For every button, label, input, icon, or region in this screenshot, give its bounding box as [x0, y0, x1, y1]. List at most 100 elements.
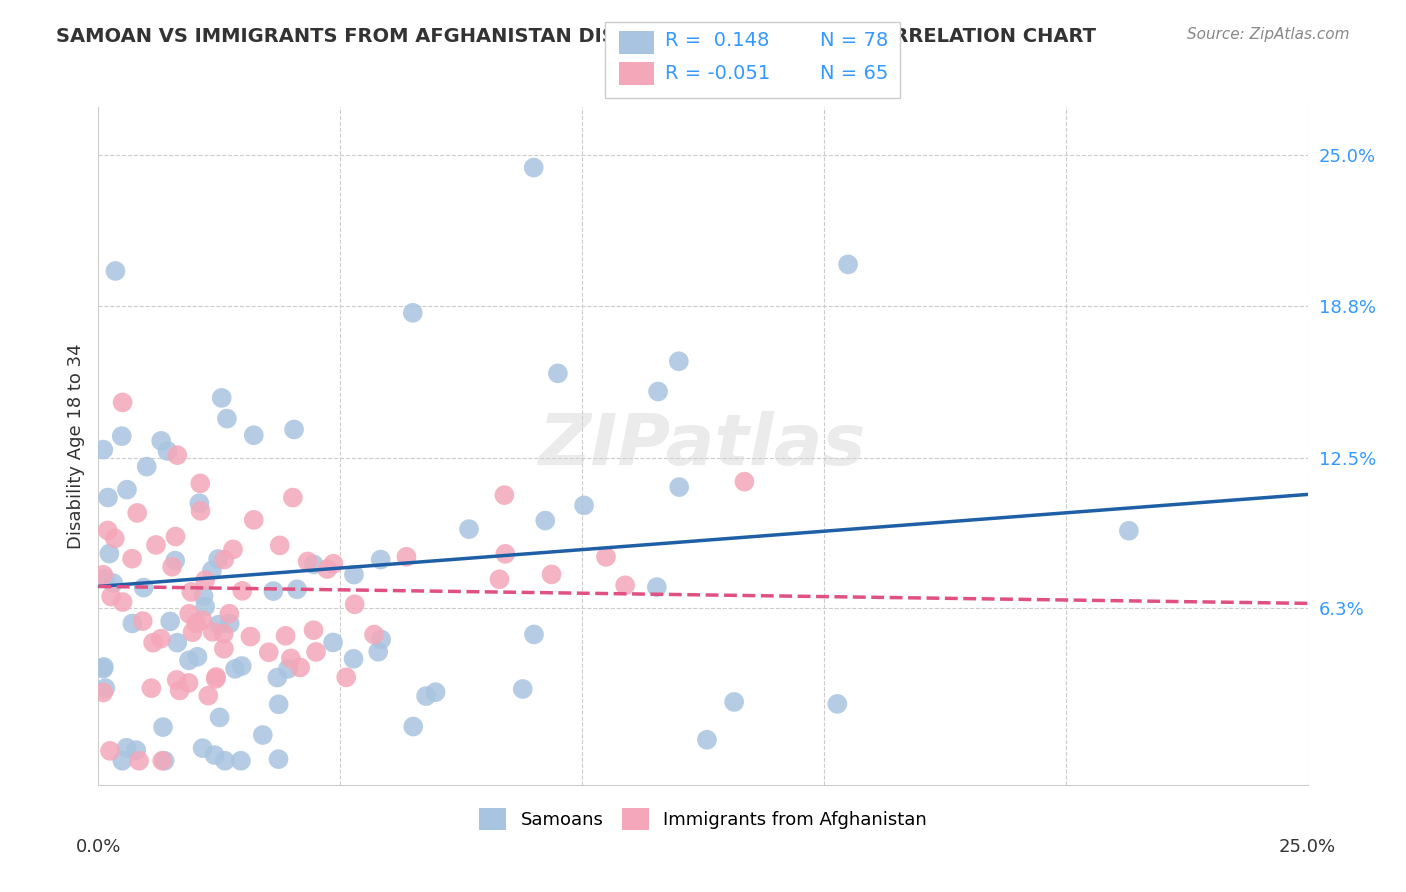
Y-axis label: Disability Age 18 to 34: Disability Age 18 to 34	[66, 343, 84, 549]
Samoans	[208, 710, 231, 724]
Immigrants from Afghanistan	[181, 625, 204, 640]
Immigrants from Afghanistan	[121, 551, 143, 566]
Samoans	[267, 698, 290, 712]
Immigrants from Afghanistan	[142, 635, 165, 649]
Immigrants from Afghanistan	[395, 549, 418, 564]
Text: N = 65: N = 65	[820, 63, 889, 83]
Samoans	[191, 741, 214, 756]
Immigrants from Afghanistan	[97, 524, 120, 538]
Samoans	[177, 653, 200, 667]
Text: N = 78: N = 78	[820, 30, 889, 50]
Immigrants from Afghanistan	[165, 529, 187, 543]
Legend: Samoans, Immigrants from Afghanistan: Samoans, Immigrants from Afghanistan	[472, 800, 934, 837]
Immigrants from Afghanistan	[132, 614, 155, 628]
Samoans	[402, 719, 425, 733]
Samoans	[165, 553, 187, 567]
Samoans	[204, 747, 226, 762]
Immigrants from Afghanistan	[242, 513, 264, 527]
Samoans	[207, 552, 229, 566]
Samoans	[402, 306, 425, 320]
Samoans	[111, 429, 134, 443]
Samoans	[201, 564, 224, 578]
Samoans	[135, 459, 157, 474]
Immigrants from Afghanistan	[302, 623, 325, 637]
Immigrants from Afghanistan	[160, 559, 183, 574]
Samoans	[115, 740, 138, 755]
Samoans	[150, 434, 173, 448]
Samoans	[523, 627, 546, 641]
Samoans	[104, 264, 127, 278]
Immigrants from Afghanistan	[269, 538, 291, 552]
Immigrants from Afghanistan	[363, 627, 385, 641]
Immigrants from Afghanistan	[98, 744, 121, 758]
Samoans	[723, 695, 745, 709]
Immigrants from Afghanistan	[288, 660, 311, 674]
Samoans	[91, 442, 114, 457]
Samoans	[302, 558, 325, 572]
Samoans	[367, 645, 389, 659]
Immigrants from Afghanistan	[218, 607, 240, 621]
Immigrants from Afghanistan	[141, 681, 163, 695]
Immigrants from Afghanistan	[614, 578, 637, 592]
Immigrants from Afghanistan	[222, 542, 245, 557]
Immigrants from Afghanistan	[540, 567, 562, 582]
Samoans	[121, 616, 143, 631]
Samoans	[267, 752, 290, 766]
Samoans	[229, 754, 252, 768]
Samoans	[94, 681, 117, 695]
Text: 25.0%: 25.0%	[1279, 838, 1336, 856]
Immigrants from Afghanistan	[145, 538, 167, 552]
Immigrants from Afghanistan	[100, 590, 122, 604]
Samoans	[285, 582, 308, 597]
Samoans	[322, 635, 344, 649]
Immigrants from Afghanistan	[177, 676, 200, 690]
Samoans	[103, 576, 125, 591]
Samoans	[152, 720, 174, 734]
Immigrants from Afghanistan	[322, 557, 344, 571]
Samoans	[647, 384, 669, 399]
Samoans	[132, 581, 155, 595]
Samoans	[94, 572, 117, 586]
Samoans	[262, 584, 284, 599]
Samoans	[668, 480, 690, 494]
Immigrants from Afghanistan	[281, 491, 304, 505]
Text: R = -0.051: R = -0.051	[665, 63, 770, 83]
Samoans	[97, 491, 120, 505]
Samoans	[186, 649, 208, 664]
Immigrants from Afghanistan	[190, 504, 212, 518]
Samoans	[166, 635, 188, 649]
Immigrants from Afghanistan	[169, 683, 191, 698]
Immigrants from Afghanistan	[184, 616, 207, 631]
Immigrants from Afghanistan	[205, 670, 228, 684]
Samoans	[115, 483, 138, 497]
Samoans	[211, 391, 233, 405]
Samoans	[208, 617, 231, 632]
Samoans	[188, 496, 211, 510]
Samoans	[645, 580, 668, 594]
Samoans	[231, 659, 253, 673]
Immigrants from Afghanistan	[239, 630, 262, 644]
Immigrants from Afghanistan	[305, 645, 328, 659]
Samoans	[827, 697, 849, 711]
Text: ZIPatlas: ZIPatlas	[540, 411, 866, 481]
Immigrants from Afghanistan	[201, 624, 224, 639]
Samoans	[266, 671, 288, 685]
Samoans	[425, 685, 447, 699]
Samoans	[91, 662, 114, 676]
Text: R =  0.148: R = 0.148	[665, 30, 769, 50]
Samoans	[214, 754, 236, 768]
Immigrants from Afghanistan	[180, 585, 202, 599]
Immigrants from Afghanistan	[204, 672, 226, 686]
Samoans	[218, 616, 240, 631]
Samoans	[415, 689, 437, 703]
Samoans	[343, 567, 366, 582]
Immigrants from Afghanistan	[150, 754, 173, 768]
Samoans	[534, 514, 557, 528]
Samoans	[342, 652, 364, 666]
Immigrants from Afghanistan	[343, 597, 366, 611]
Samoans	[153, 754, 176, 768]
Immigrants from Afghanistan	[127, 506, 149, 520]
Samoans	[458, 522, 481, 536]
Samoans	[252, 728, 274, 742]
Samoans	[370, 632, 392, 647]
